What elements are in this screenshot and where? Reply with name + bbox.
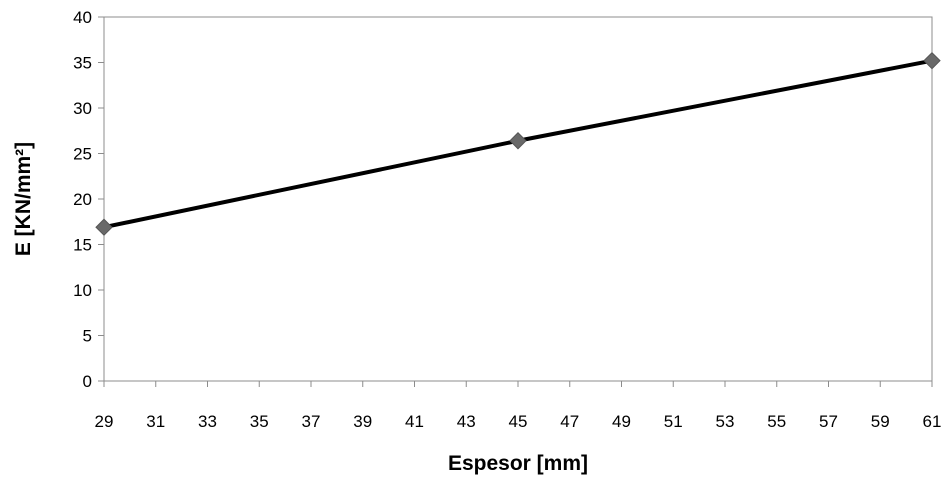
data-point-marker bbox=[509, 132, 527, 150]
data-point-marker bbox=[95, 218, 113, 236]
y-tick-label: 10 bbox=[73, 281, 92, 300]
x-tick-label: 53 bbox=[716, 412, 735, 431]
y-tick-label: 25 bbox=[73, 145, 92, 164]
y-tick-label: 30 bbox=[73, 99, 92, 118]
y-tick-label: 35 bbox=[73, 54, 92, 73]
x-tick-label: 29 bbox=[95, 412, 114, 431]
x-tick-label: 61 bbox=[923, 412, 942, 431]
x-axis-title: Espesor [mm] bbox=[448, 452, 588, 475]
x-tick-label: 49 bbox=[612, 412, 631, 431]
x-tick-label: 33 bbox=[198, 412, 217, 431]
plot-area bbox=[103, 16, 933, 382]
x-tick-label: 51 bbox=[664, 412, 683, 431]
x-tick-label: 55 bbox=[767, 412, 786, 431]
y-tick-label: 15 bbox=[73, 236, 92, 255]
y-axis-title: E [KN/mm²] bbox=[12, 142, 35, 256]
x-tick-label: 41 bbox=[405, 412, 424, 431]
y-tick-label: 0 bbox=[83, 372, 92, 391]
x-tick-label: 57 bbox=[819, 412, 838, 431]
x-tick-label: 59 bbox=[871, 412, 890, 431]
data-point-marker bbox=[923, 51, 941, 70]
y-axis: 0 5 10 15 20 25 30 35 40 bbox=[73, 8, 104, 391]
x-tick-label: 31 bbox=[146, 412, 165, 431]
x-tick-label: 43 bbox=[457, 412, 476, 431]
series-group bbox=[95, 51, 941, 236]
x-tick-label: 47 bbox=[560, 412, 579, 431]
x-axis: 29 31 33 35 37 39 41 43 45 47 49 51 53 55 57 59 61 bbox=[95, 381, 942, 431]
x-tick-label: 45 bbox=[509, 412, 528, 431]
x-tick-label: 35 bbox=[250, 412, 269, 431]
x-tick-label: 37 bbox=[302, 412, 321, 431]
y-tick-label: 5 bbox=[83, 327, 92, 346]
y-tick-label: 20 bbox=[73, 190, 92, 209]
x-tick-label: 39 bbox=[353, 412, 372, 431]
y-tick-label: 40 bbox=[73, 8, 92, 27]
